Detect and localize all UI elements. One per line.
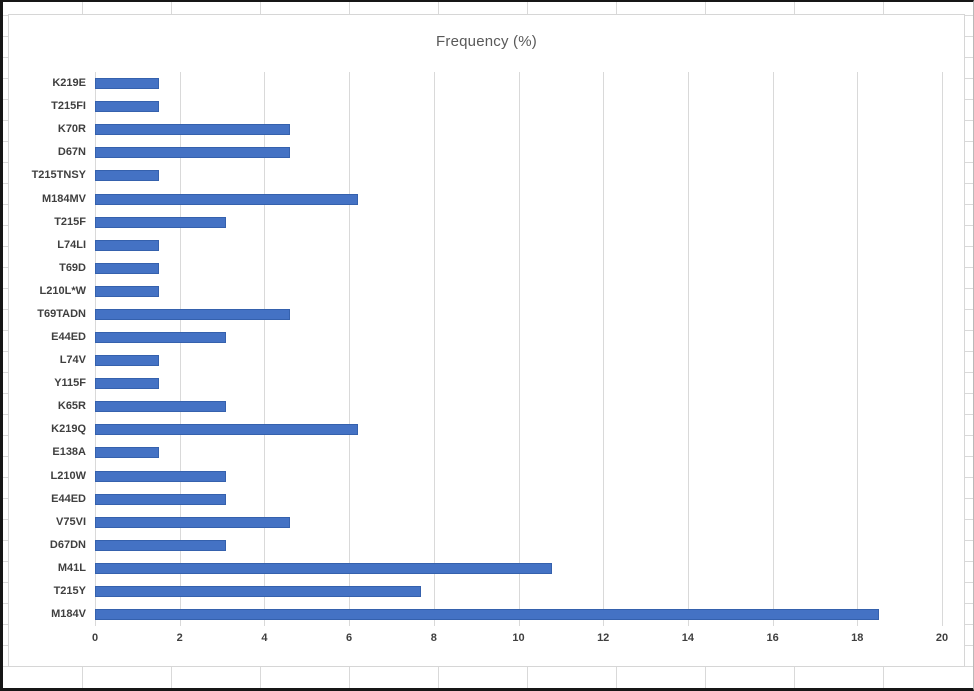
category-label: Y115F	[54, 377, 86, 390]
x-tick-label: 6	[346, 632, 353, 644]
plot-gridline	[687, 72, 689, 626]
plot-gridline	[433, 72, 435, 626]
category-label: T215TNSY	[31, 169, 86, 182]
category-label: D67DN	[49, 538, 86, 551]
x-tick-label: 10	[512, 632, 525, 644]
plot-gridline	[264, 72, 266, 626]
category-label: T69D	[59, 261, 86, 274]
category-label: L74LI	[57, 238, 86, 251]
bar[interactable]	[95, 355, 159, 366]
x-tick-label: 8	[430, 632, 437, 644]
bar[interactable]	[95, 332, 227, 343]
category-label: T215F	[54, 215, 86, 228]
category-label: K70R	[57, 123, 86, 136]
bar[interactable]	[95, 216, 227, 228]
bar[interactable]	[95, 308, 290, 320]
category-label: E44ED	[51, 331, 86, 343]
x-tick-label: 20	[935, 632, 949, 644]
bar[interactable]	[95, 170, 159, 182]
bar[interactable]	[95, 262, 159, 274]
category-label: L210L*W	[39, 284, 86, 297]
category-label: K65R	[57, 400, 86, 413]
x-tick-label: 2	[176, 632, 183, 644]
category-label: E138A	[52, 446, 86, 459]
category-label: T215FI	[51, 100, 86, 113]
plot-gridline	[179, 72, 181, 626]
plot-gridline	[518, 72, 520, 626]
chart-title: Frequency (%)	[436, 33, 537, 50]
x-tick-label: 16	[766, 632, 779, 644]
plot-gridline	[772, 72, 774, 626]
category-label: L210W	[50, 469, 86, 482]
bar[interactable]	[95, 562, 553, 574]
bar[interactable]	[95, 193, 358, 205]
bar[interactable]	[95, 585, 422, 597]
plot-gridline	[95, 72, 96, 626]
chart-object[interactable]: Frequency (%) K219E T215FI K70R D67N T215TNS…	[8, 14, 965, 667]
bar[interactable]	[95, 378, 159, 390]
bar[interactable]	[95, 147, 290, 159]
value-axis: 0 2 4 6 8 10 12 14 16 18 20	[92, 632, 948, 652]
plot-gridline	[942, 72, 943, 626]
bar[interactable]	[95, 101, 159, 113]
bar[interactable]	[95, 470, 227, 482]
category-label: M184MV	[41, 192, 86, 205]
category-label: L74V	[59, 354, 86, 366]
category-axis: K219E T215FI K70R D67N T215TNSY M184MV T215F L7…	[9, 72, 95, 626]
category-label: T215Y	[53, 584, 86, 597]
plot-gridline	[857, 72, 859, 626]
bar[interactable]	[95, 447, 159, 459]
x-tick-label: 12	[597, 632, 610, 644]
plot-area	[95, 72, 943, 626]
bar[interactable]	[95, 285, 159, 297]
category-label: T69TADN	[37, 307, 86, 320]
bar[interactable]	[95, 539, 227, 551]
category-label: V75VI	[56, 515, 86, 528]
bar[interactable]	[95, 424, 358, 436]
bar[interactable]	[95, 609, 879, 620]
plot-gridline	[349, 72, 351, 626]
category-label: M41L	[57, 561, 86, 574]
bar[interactable]	[95, 516, 290, 528]
category-label: D67N	[57, 146, 86, 159]
category-label: K219E	[52, 77, 86, 89]
bar[interactable]	[95, 493, 227, 505]
plot-gridline	[603, 72, 605, 626]
x-tick-label: 4	[261, 632, 268, 644]
bar[interactable]	[95, 78, 159, 89]
x-tick-label: 18	[851, 632, 864, 644]
bar[interactable]	[95, 124, 290, 136]
category-label: K219Q	[51, 423, 86, 436]
bar[interactable]	[95, 401, 227, 413]
bar[interactable]	[95, 239, 159, 251]
x-tick-label: 0	[91, 632, 99, 644]
category-label: E44ED	[51, 492, 86, 505]
category-label: M184V	[51, 608, 86, 620]
x-tick-label: 14	[681, 632, 695, 644]
